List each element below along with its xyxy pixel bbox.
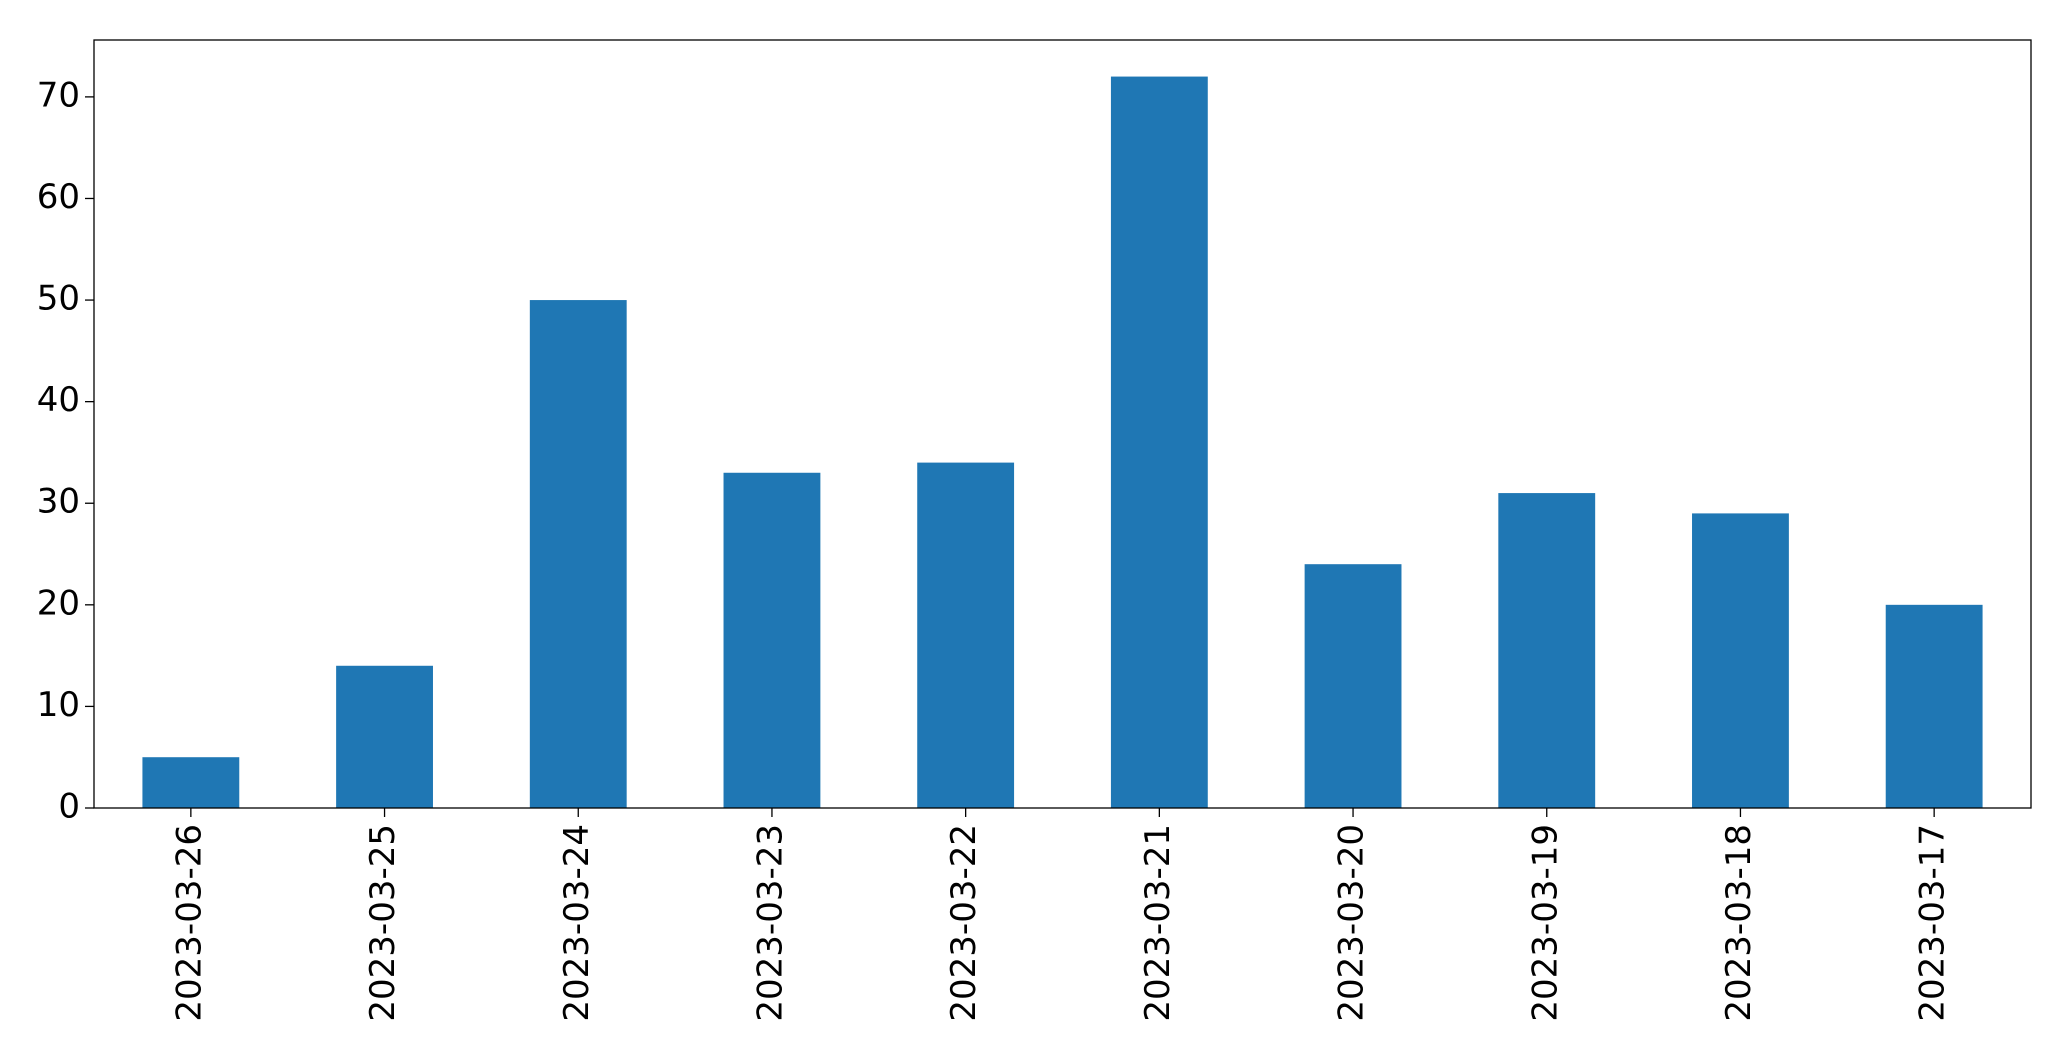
y-tick-label: 20 bbox=[37, 583, 80, 623]
x-tick-label: 2023-03-17 bbox=[1913, 824, 1953, 1022]
bar bbox=[142, 757, 240, 808]
y-tick-label: 10 bbox=[37, 685, 80, 725]
x-tick-label: 2023-03-26 bbox=[169, 824, 209, 1022]
x-tick-label: 2023-03-21 bbox=[1138, 824, 1178, 1022]
x-tick-label: 2023-03-19 bbox=[1525, 824, 1565, 1022]
bar bbox=[336, 665, 433, 808]
axes-frame bbox=[93, 39, 2032, 809]
bar bbox=[917, 462, 1015, 808]
x-tick-label: 2023-03-22 bbox=[944, 824, 984, 1022]
x-tick-label: 2023-03-25 bbox=[363, 824, 403, 1022]
x-tick-label: 2023-03-24 bbox=[557, 824, 597, 1022]
x-tick-label: 2023-03-20 bbox=[1332, 824, 1372, 1022]
bar bbox=[1110, 76, 1208, 809]
x-tick-label: 2023-03-18 bbox=[1719, 824, 1759, 1022]
y-tick-label: 30 bbox=[37, 482, 80, 522]
y-tick-label: 40 bbox=[37, 380, 80, 420]
y-tick-label: 0 bbox=[58, 787, 80, 827]
bar bbox=[529, 300, 627, 808]
x-tick-label: 2023-03-23 bbox=[750, 824, 790, 1022]
bar bbox=[1885, 604, 1983, 808]
bar bbox=[1498, 493, 1596, 808]
bar bbox=[1692, 513, 1789, 808]
y-tick-label: 70 bbox=[37, 75, 80, 115]
y-tick-label: 50 bbox=[37, 279, 80, 319]
y-tick-label: 60 bbox=[37, 177, 80, 217]
bar bbox=[1304, 564, 1402, 808]
bar bbox=[723, 472, 821, 808]
